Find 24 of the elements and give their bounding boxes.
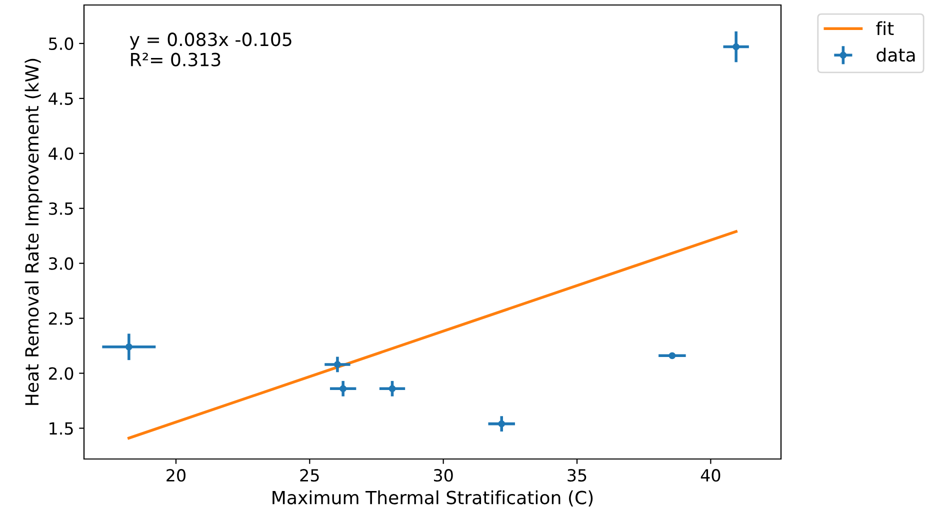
y-tick-label: 4.5 (48, 92, 73, 106)
x-tick-label: 20 (166, 469, 186, 482)
x-tick-label: 35 (568, 469, 586, 482)
x-axis-title: Maximum Thermal Stratification (C) (272, 490, 593, 507)
x-tick-label: 30 (434, 469, 453, 482)
y-tick-label: 3.0 (49, 257, 74, 270)
x-tick-label: 40 (700, 469, 720, 482)
annotation: y = 0.083x -0.105 R²= 0.313 (130, 32, 292, 66)
y-tick-label: 2.0 (48, 367, 74, 380)
point (732, 43, 740, 50)
y-tick-label: 3.5 (49, 202, 73, 215)
y-tick-label: 5.0 (49, 37, 74, 50)
y-axis-title: Heat Removal Rate Improvement (kW) (24, 58, 42, 405)
point (125, 343, 132, 350)
y-tick-label: 2.5 (48, 312, 73, 325)
y-tick-label: 4.0 (48, 147, 74, 160)
point (388, 385, 396, 392)
y-tick-label: 1.5 (50, 422, 73, 435)
point (340, 385, 347, 392)
x-tick-label: 25 (300, 469, 319, 482)
legend-label: fit (876, 21, 894, 35)
point (498, 420, 506, 428)
point (334, 360, 341, 368)
legend-label: data (876, 48, 915, 62)
